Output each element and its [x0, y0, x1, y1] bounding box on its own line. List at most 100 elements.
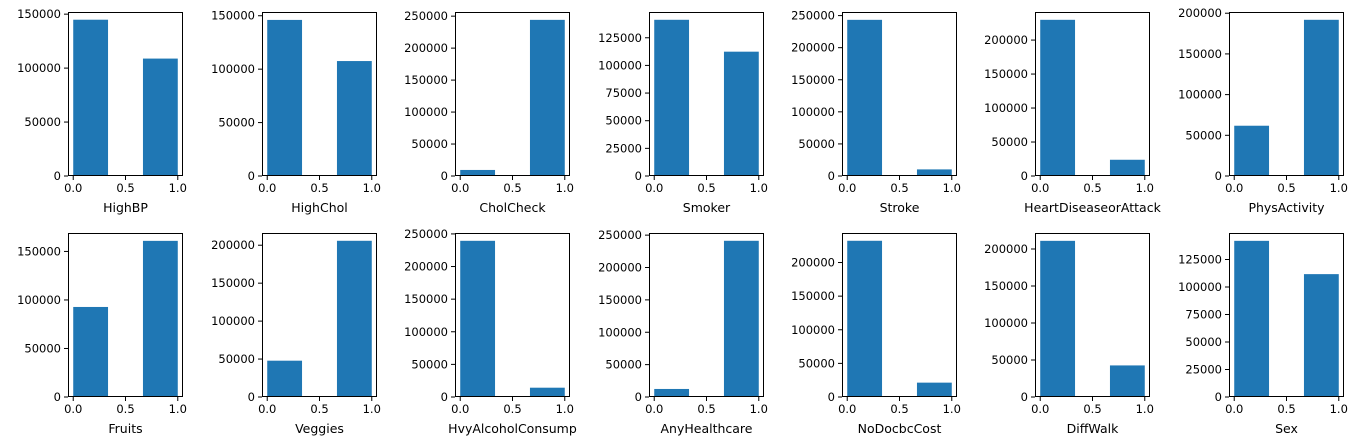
y-tick-label: 250000 [598, 228, 642, 242]
x-tick-label: 1.0 [169, 181, 187, 195]
histogram-panel-highchol: 0.0 0.5 1.0 0 50000 100000 150000 HighChol [211, 9, 381, 215]
y-tick-label: 0 [441, 390, 448, 404]
histogram-panel-fruits: 0.0 0.5 1.0 0 50000 100000 150000 Fruits [17, 233, 187, 436]
y-tick-label: 0 [54, 169, 61, 183]
y-tick-label: 100000 [598, 325, 642, 339]
x-axis-label: Fruits [108, 421, 142, 436]
y-tick-label: 150000 [1178, 47, 1222, 61]
x-tick-label: 0.0 [451, 181, 469, 195]
y-tick-label: 150000 [598, 293, 642, 307]
y-tick-label: 25000 [605, 141, 642, 155]
x-axis-label: Veggies [295, 421, 344, 436]
x-tick-label: 0.5 [1277, 181, 1295, 195]
histogram-bar-1 [142, 58, 178, 176]
histogram-bar-1 [529, 19, 565, 176]
y-tick-label: 50000 [411, 137, 448, 151]
axes-frame [842, 233, 957, 397]
y-tick-label: 100000 [1178, 280, 1222, 294]
y-tick-label: 150000 [791, 73, 835, 87]
x-tick-label: 1.0 [556, 181, 574, 195]
x-tick-label: 0.0 [1031, 402, 1049, 416]
x-axis-label: HighBP [103, 200, 148, 215]
x-axis-label: DiffWalk [1067, 421, 1119, 436]
x-tick-label: 0.0 [838, 181, 856, 195]
x-tick-label: 1.0 [750, 181, 768, 195]
y-tick-label: 200000 [984, 33, 1028, 47]
x-tick-label: 1.0 [169, 402, 187, 416]
y-tick-label: 250000 [791, 9, 835, 23]
histogram-bar-0 [654, 388, 690, 397]
y-tick-label: 200000 [1178, 6, 1222, 20]
axes-frame [649, 12, 764, 176]
y-tick-label: 150000 [404, 292, 448, 306]
y-tick-label: 50000 [991, 353, 1028, 367]
x-axis-label: HighChol [291, 200, 348, 215]
x-tick-label: 0.0 [645, 402, 663, 416]
y-tick-label: 150000 [17, 244, 61, 258]
y-tick-label: 100000 [17, 61, 61, 75]
histogram-panel-smoker: 0.0 0.5 1.0 0 25000 50000 75000 100000 125000 Smo… [598, 12, 768, 215]
histogram-panel-highbp: 0.0 0.5 1.0 0 50000 100000 150000 HighBP [17, 7, 187, 215]
x-axis-label: Sex [1275, 421, 1298, 436]
x-tick-label: 0.0 [451, 402, 469, 416]
axes-frame [68, 12, 183, 176]
histogram-bar-0 [1040, 240, 1076, 397]
histogram-bar-1 [1303, 19, 1339, 176]
y-tick-label: 0 [635, 390, 642, 404]
histogram-bar-1 [1109, 159, 1145, 176]
axes-frame [262, 233, 377, 397]
histogram-bar-0 [1234, 125, 1270, 176]
histogram-panel-stroke: 0.0 0.5 1.0 0 50000 100000 150000 200000 250000 S… [791, 9, 961, 215]
x-tick-label: 0.5 [890, 181, 908, 195]
x-tick-label: 0.5 [890, 402, 908, 416]
histogram-bar-0 [267, 19, 303, 177]
y-tick-label: 0 [635, 169, 642, 183]
histogram-bar-1 [916, 169, 952, 176]
histogram-bar-0 [1234, 240, 1270, 397]
y-tick-label: 250000 [404, 227, 448, 241]
x-axis-label: HvyAlcoholConsump [448, 421, 577, 436]
histogram-bar-0 [73, 306, 109, 397]
x-tick-label: 0.5 [1277, 402, 1295, 416]
histogram-bar-1 [142, 240, 178, 397]
x-axis-label: PhysActivity [1248, 200, 1325, 215]
x-tick-label: 0.0 [838, 402, 856, 416]
x-tick-label: 0.5 [310, 402, 328, 416]
x-tick-label: 1.0 [556, 402, 574, 416]
x-tick-label: 0.0 [1225, 402, 1243, 416]
y-tick-label: 125000 [1178, 253, 1222, 267]
y-tick-label: 150000 [984, 279, 1028, 293]
histogram-bar-1 [1109, 365, 1145, 397]
axes-frame [455, 233, 570, 397]
y-tick-label: 200000 [791, 41, 835, 55]
y-tick-label: 250000 [404, 9, 448, 23]
y-tick-label: 50000 [798, 137, 835, 151]
y-tick-label: 0 [54, 390, 61, 404]
x-tick-label: 0.0 [258, 181, 276, 195]
x-tick-label: 0.5 [503, 402, 521, 416]
x-tick-label: 0.5 [697, 402, 715, 416]
histogram-panel-heartdiseaseorattack: 0.0 0.5 1.0 0 50000 100000 150000 200000 HeartDi… [984, 12, 1162, 215]
histogram-bar-1 [916, 382, 952, 397]
x-tick-label: 1.0 [1136, 181, 1154, 195]
histogram-bar-1 [529, 387, 565, 397]
x-axis-label: Smoker [683, 200, 731, 215]
histogram-panel-anyhealthcare: 0.0 0.5 1.0 0 50000 100000 150000 200000 250000 A… [598, 228, 768, 436]
y-tick-label: 50000 [1185, 128, 1222, 142]
y-tick-label: 0 [828, 390, 835, 404]
y-tick-label: 50000 [605, 114, 642, 128]
x-tick-label: 0.5 [310, 181, 328, 195]
y-tick-label: 100000 [404, 325, 448, 339]
histogram-panel-sex: 0.0 0.5 1.0 0 25000 50000 75000 100000 125000 Sex [1178, 233, 1348, 436]
y-tick-label: 50000 [24, 115, 61, 129]
y-tick-label: 200000 [211, 238, 255, 252]
y-tick-label: 150000 [211, 276, 255, 290]
y-tick-label: 125000 [598, 31, 642, 45]
histogram-panel-physactivity: 0.0 0.5 1.0 0 50000 100000 150000 200000 PhysAct… [1178, 6, 1348, 215]
y-tick-label: 100000 [984, 101, 1028, 115]
y-tick-label: 50000 [218, 116, 255, 130]
x-tick-label: 0.0 [64, 181, 82, 195]
histogram-bar-1 [723, 240, 759, 397]
histogram-bar-0 [460, 169, 496, 176]
